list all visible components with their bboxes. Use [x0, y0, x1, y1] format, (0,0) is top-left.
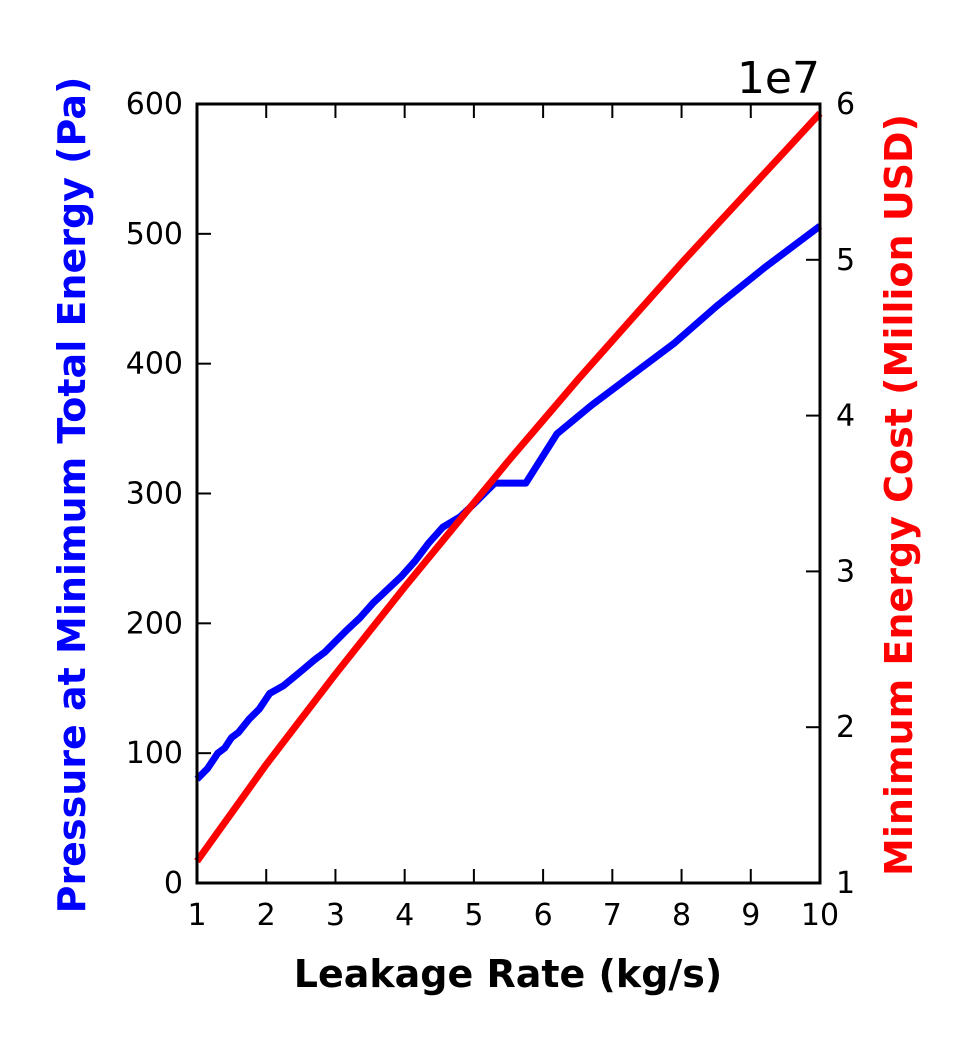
x-tick-label: 8 [672, 898, 691, 933]
y-right-tick-label: 6 [836, 87, 855, 122]
x-tick-label: 9 [741, 898, 760, 933]
energy-cost-series-line [194, 110, 823, 864]
y-left-tick-label: 400 [126, 347, 183, 382]
y-right-tick-label: 2 [836, 710, 855, 745]
y-axis-left-label: Pressure at Minimum Total Energy (Pa) [50, 77, 94, 914]
plot-frame [195, 102, 822, 885]
y-right-tick-label: 5 [836, 243, 855, 278]
x-tick-label: 3 [326, 898, 345, 933]
x-tick-label: 2 [257, 898, 276, 933]
y-left-tick-label: 100 [126, 736, 183, 771]
x-tick-label: 6 [534, 898, 553, 933]
y-right-tick-label: 4 [836, 399, 855, 434]
y-left-tick-label: 600 [126, 87, 183, 122]
y-left-tick-label: 200 [126, 606, 183, 641]
y-axis-right-label: Minimum Energy Cost (Million USD) [877, 114, 921, 876]
y-left-tick-label: 500 [126, 217, 183, 252]
x-tick-label: 4 [395, 898, 414, 933]
x-axis-label: Leakage Rate (kg/s) [294, 952, 723, 996]
x-tick-label: 7 [603, 898, 622, 933]
y-right-tick-label: 1 [836, 866, 855, 901]
y-right-tick-label: 3 [836, 554, 855, 589]
y-left-tick-label: 300 [126, 477, 183, 512]
series-layer [194, 110, 823, 864]
x-tick-label: 10 [801, 898, 839, 933]
x-tick-label: 1 [187, 898, 206, 933]
x-tick-label: 5 [464, 898, 483, 933]
pressure-series-line [194, 223, 823, 782]
y-left-tick-label: 0 [164, 866, 183, 901]
y-axis-right-offset-text: 1e7 [737, 53, 820, 104]
